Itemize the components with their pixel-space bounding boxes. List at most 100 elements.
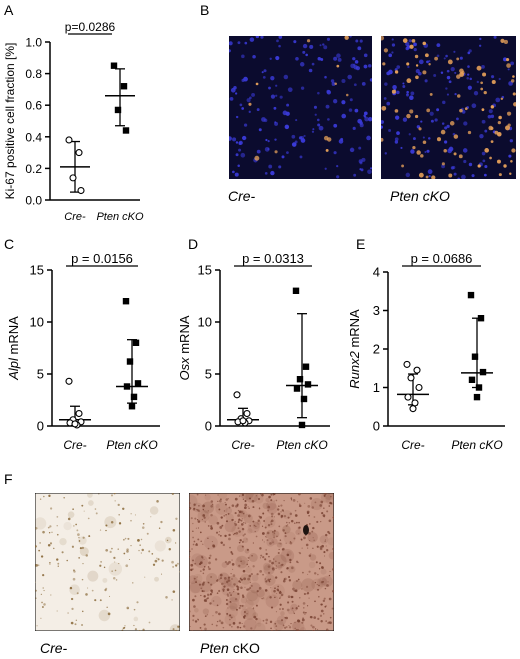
micro-f-right-stain-dot: [273, 500, 275, 502]
micro-f-right-stain-dot: [234, 523, 238, 526]
micro-f-right-stain-dot: [207, 566, 210, 568]
micro-f-right-stain-dot: [203, 623, 206, 626]
micro-b-left-nucleus: [270, 170, 275, 176]
micro-f-left-stain-dot: [168, 548, 171, 551]
micro-f-right-stain-dot: [278, 505, 280, 507]
micro-f-left-tissue: [104, 516, 117, 529]
chart-e-pten-point: [475, 384, 483, 391]
micro-b-left-nucleus: [291, 134, 296, 139]
micro-b-left-nucleus: [319, 44, 322, 47]
micro-f-left-stain-dot: [148, 621, 151, 624]
micro-f-right-stain-dot: [190, 517, 193, 520]
micro-f-right-stain-dot: [243, 521, 245, 524]
micro-f-right-stain-dot: [323, 555, 326, 557]
micro-f-right-stain-dot: [200, 629, 203, 631]
chart-e-y-label: Runx2 mRNA: [347, 309, 362, 389]
micro-b-left-nucleus: [309, 44, 314, 49]
chart-a-cre-point: [75, 149, 83, 157]
micro-f-right-stain-dot: [189, 625, 191, 628]
micro-b-right-nucleus: [391, 51, 394, 54]
micro-f-right-stain-dot: [326, 549, 329, 552]
micro-f-right-stain-dot: [201, 518, 204, 521]
micro-f-left-tissue: [63, 521, 72, 531]
micro-b-right-nucleus: [468, 49, 472, 53]
micro-f-right-stain-dot: [216, 521, 220, 525]
micro-f-left-stain-dot: [110, 520, 114, 524]
micro-f-right-stain-dot: [284, 535, 287, 538]
micro-f-right-stain-dot: [261, 597, 263, 600]
micro-f-left-stain-dot: [49, 563, 51, 565]
micro-f-right-stain-dot: [201, 583, 205, 586]
micro-b-right-nucleus: [394, 140, 399, 144]
micro-f-right-stain-dot: [242, 615, 246, 619]
micro-f-right-stain-dot: [207, 510, 210, 512]
micro-b-left-nucleus: [287, 87, 293, 93]
micro-f-left-stain-dot: [105, 548, 109, 552]
chart-c-alpl: 0 5 10 15 Alpl mRNA p = 0.0156 Cre- Pten cKO: [6, 251, 160, 452]
micro-b-left-nucleus: [333, 56, 338, 61]
micro-f-right-stain-dot: [318, 584, 320, 587]
micro-f-right-stain-dot: [228, 614, 232, 617]
micro-f-right-stain-dot: [228, 533, 231, 537]
micro-f-right-stain-dot: [227, 595, 230, 597]
micro-f-right-stain-dot: [281, 619, 284, 622]
micro-f-right-stain-dot: [265, 622, 268, 625]
micro-b-right-ki67-cell: [431, 175, 436, 179]
micro-b-right-nucleus: [473, 91, 479, 96]
micro-f-right-stain-dot: [228, 537, 231, 541]
micro-b-right-ki67-cell: [416, 150, 421, 155]
micro-f-right-stain-dot: [241, 594, 244, 597]
micro-b-right-nucleus: [383, 97, 387, 100]
micro-f-right-tissue: [262, 562, 271, 571]
micro-f-right-stain-dot: [277, 585, 279, 588]
micro-f-right-stain-dot: [252, 542, 255, 544]
micro-f-left-stain-dot: [49, 562, 51, 564]
micro-f-right-tissue: [202, 608, 210, 615]
chart-e-y-label-gene: Runx2: [347, 350, 362, 388]
micro-b-left-nucleus: [348, 108, 353, 112]
micro-f-right-stain-dot: [238, 606, 241, 610]
micro-b-right-nucleus: [384, 82, 388, 86]
chart-e-cre-point: [413, 366, 421, 374]
chart-d-cre-point: [239, 417, 247, 425]
micro-b-left-nucleus: [241, 78, 245, 82]
micro-f-right-stain-dot: [328, 505, 331, 507]
micro-f-left-stain-dot: [133, 608, 136, 611]
micro-f-right-stain-dot: [207, 537, 209, 540]
micro-f-right-stain-dot: [231, 578, 233, 580]
micro-f-right-stain-dot: [322, 599, 326, 603]
micro-f-right-stain-dot: [190, 569, 193, 571]
micro-f-left-stain-dot: [132, 582, 134, 584]
micro-b-right-nucleus: [427, 169, 433, 175]
micro-b-right-ki67-cell: [381, 105, 387, 111]
micro-f-right-stain-dot: [327, 581, 329, 583]
micro-b-left-nucleus: [336, 53, 341, 58]
micro-f-right-tissue: [245, 566, 252, 574]
micro-f-right-stain-dot: [246, 588, 249, 591]
micro-f-right-stain-dot: [294, 621, 296, 624]
micro-b-right-ki67-cell: [391, 89, 396, 94]
micro-f-left-stain-dot: [47, 526, 50, 529]
micro-f-right-stain-dot: [264, 558, 267, 561]
micro-f-right-tissue: [321, 575, 333, 587]
micro-f-left-stain-dot: [35, 589, 37, 592]
micro-b-right-ki67-cell: [513, 102, 516, 107]
micro-f-right-stain-dot: [310, 624, 313, 627]
micro-f-right-stain-dot: [253, 524, 256, 527]
micro-b-left-nucleus: [363, 64, 368, 69]
micro-f-right-stain-dot: [193, 605, 196, 608]
micro-b-left-ki67-cell: [274, 150, 278, 154]
micro-f-right-stain-dot: [323, 597, 326, 600]
chart-a-cre-point: [65, 136, 73, 144]
micro-f-right-tissue: [273, 619, 285, 631]
micro-f-right-stain-dot: [291, 607, 294, 610]
micro-b-right-nucleus: [454, 93, 457, 96]
micro-f-right-stain-dot: [269, 620, 273, 624]
micro-b-right-ki67-cell: [511, 148, 516, 153]
micro-f-right-tissue: [245, 591, 260, 606]
micro-b-left-nucleus: [273, 106, 277, 110]
chart-a-category-cre: Cre-: [64, 211, 86, 223]
micro-b-left-nucleus: [244, 41, 248, 45]
micro-f-left-stain-dot: [171, 599, 173, 601]
micro-b-left-nucleus: [232, 170, 235, 174]
